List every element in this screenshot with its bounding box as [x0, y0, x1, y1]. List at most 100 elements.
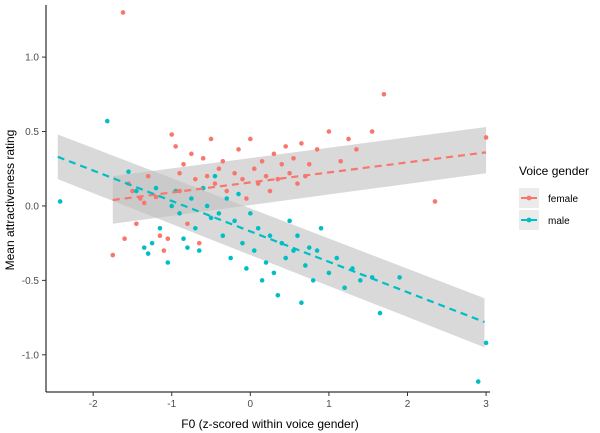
point-male-21 — [212, 173, 218, 179]
point-male-30 — [248, 211, 253, 216]
point-female-20 — [193, 176, 198, 182]
point-female-0 — [120, 10, 126, 15]
x-tick-label-0: -2 — [89, 399, 98, 410]
point-female-46 — [299, 141, 304, 146]
point-female-55 — [381, 92, 387, 97]
point-male-36 — [271, 270, 277, 276]
point-male-47 — [314, 248, 320, 253]
point-male-1 — [104, 118, 110, 124]
point-female-17 — [181, 161, 186, 167]
point-female-52 — [346, 136, 351, 142]
point-female-19 — [189, 151, 194, 157]
point-female-56 — [432, 199, 438, 204]
point-male-20 — [208, 215, 214, 221]
point-male-34 — [263, 260, 269, 265]
point-male-44 — [303, 263, 308, 268]
point-female-39 — [271, 151, 277, 157]
point-male-32 — [255, 225, 261, 231]
point-male-39 — [283, 255, 288, 261]
point-male-8 — [157, 225, 163, 231]
point-female-49 — [314, 147, 320, 152]
point-male-57 — [475, 379, 481, 384]
point-male-27 — [236, 191, 241, 197]
point-male-17 — [196, 248, 202, 253]
x-tick-label-2: 0 — [248, 399, 254, 410]
point-female-28 — [224, 188, 230, 194]
point-male-2 — [126, 169, 131, 175]
point-male-16 — [193, 225, 198, 231]
point-female-30 — [236, 147, 241, 152]
ci-band-male — [57, 134, 485, 348]
point-male-10 — [169, 203, 175, 209]
x-axis-title: F0 (z-scored within voice gender) — [181, 417, 358, 431]
point-female-51 — [338, 158, 343, 164]
point-male-37 — [275, 292, 281, 298]
point-female-43 — [287, 170, 292, 176]
point-female-10 — [157, 233, 163, 239]
point-female-13 — [169, 132, 175, 137]
point-male-33 — [259, 278, 265, 283]
point-male-53 — [358, 278, 363, 283]
point-male-35 — [267, 233, 273, 239]
point-male-4 — [141, 245, 147, 250]
point-male-9 — [165, 260, 171, 265]
x-tick-label-3: 1 — [326, 399, 332, 410]
trend-line-male — [57, 155, 485, 324]
point-male-22 — [216, 211, 222, 216]
point-male-29 — [244, 266, 249, 271]
point-female-37 — [263, 173, 269, 179]
point-male-19 — [204, 203, 210, 209]
point-male-15 — [189, 196, 194, 201]
point-female-14 — [173, 144, 178, 149]
point-male-46 — [310, 278, 316, 283]
point-male-6 — [149, 240, 155, 246]
point-male-40 — [287, 218, 292, 224]
y-tick-label-3: 0.5 — [25, 127, 39, 138]
point-female-29 — [232, 170, 237, 176]
point-female-5 — [134, 221, 139, 227]
point-female-57 — [483, 135, 489, 140]
point-female-50 — [326, 129, 332, 134]
legend-label-male: male — [548, 216, 570, 227]
x-tick-label-4: 2 — [405, 399, 411, 410]
point-female-24 — [208, 136, 214, 142]
y-tick-label-4: 1.0 — [25, 53, 39, 64]
point-male-3 — [134, 188, 139, 194]
point-female-44 — [291, 156, 296, 161]
point-female-22 — [200, 156, 206, 161]
point-female-32 — [244, 196, 249, 201]
point-male-12 — [177, 211, 182, 216]
point-female-40 — [275, 176, 281, 182]
legend-dot-female — [526, 195, 532, 201]
point-male-51 — [342, 285, 347, 291]
point-female-2 — [122, 236, 127, 241]
legend-title: Voice gender — [519, 164, 589, 178]
point-male-58 — [483, 340, 489, 346]
point-male-56 — [397, 275, 402, 280]
point-male-5 — [145, 251, 151, 256]
point-female-15 — [177, 170, 182, 176]
point-female-1 — [110, 252, 116, 258]
point-female-34 — [251, 166, 257, 172]
point-male-50 — [334, 255, 340, 261]
x-tick-label-5: 3 — [483, 399, 489, 410]
point-male-43 — [299, 300, 304, 305]
point-male-0 — [57, 199, 63, 204]
y-tick-label-0: -1.0 — [22, 350, 40, 361]
point-female-18 — [185, 221, 190, 227]
legend-item-male: male — [519, 210, 570, 230]
point-female-26 — [216, 166, 222, 172]
x-tick-label-1: -1 — [167, 399, 176, 410]
point-male-25 — [228, 255, 233, 261]
y-tick-label-1: -0.5 — [22, 276, 40, 287]
point-female-48 — [306, 161, 312, 167]
point-female-7 — [141, 200, 147, 206]
point-male-13 — [181, 236, 186, 241]
point-male-7 — [153, 185, 159, 191]
point-female-53 — [354, 147, 359, 152]
point-female-21 — [196, 240, 202, 246]
legend-label-female: female — [548, 194, 578, 205]
legend-item-female: female — [519, 188, 578, 208]
point-female-45 — [295, 181, 300, 186]
point-male-23 — [220, 233, 226, 239]
